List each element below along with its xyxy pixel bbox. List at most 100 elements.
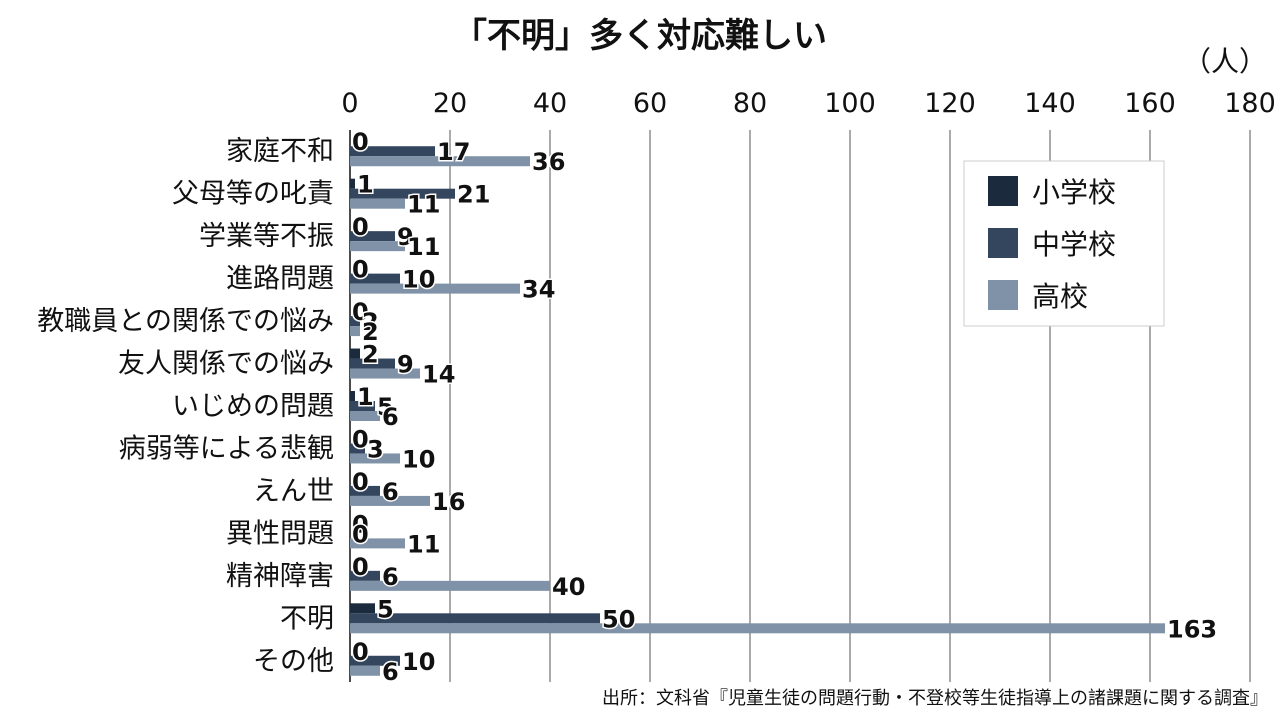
x-axis-ticks: 0 20 40 60 80 100 120 140 160 180: [341, 88, 1275, 119]
data-label: 2: [362, 318, 379, 346]
category-label: いじめの問題: [172, 391, 334, 422]
data-label: 5: [377, 595, 394, 623]
bar: [350, 188, 455, 199]
bar: [350, 241, 405, 252]
bar: [350, 198, 405, 209]
category-label: えん世: [253, 476, 334, 507]
data-label: 0: [352, 638, 369, 666]
x-tick-label: 20: [433, 88, 467, 119]
bar: [350, 623, 1165, 634]
data-label: 0: [352, 510, 369, 538]
bar: [350, 316, 360, 327]
bar: [350, 146, 435, 157]
data-label: 0: [352, 468, 369, 496]
data-label: 10: [402, 266, 435, 294]
data-label: 5: [377, 393, 394, 421]
x-tick-label: 40: [533, 88, 567, 119]
source-note: 出所：文科省『児童生徒の問題行動・不登校等生徒指導上の諸課題に関する調査』: [602, 688, 1268, 709]
category-label: 異性問題: [226, 518, 334, 549]
data-label: 6: [382, 403, 399, 431]
bar: [350, 401, 375, 411]
bars: [350, 146, 1165, 676]
data-label: 34: [522, 276, 555, 304]
data-label: 2: [362, 341, 379, 369]
bar: [350, 495, 430, 506]
bar: [350, 603, 375, 614]
data-label: 0: [352, 128, 369, 156]
data-label: 0: [352, 298, 369, 326]
x-tick-label: 80: [733, 88, 767, 119]
data-label: 1: [357, 383, 374, 411]
bar: [350, 613, 600, 624]
x-tick-label: 180: [1224, 88, 1276, 119]
bar: [350, 453, 400, 464]
data-label: 11: [407, 191, 440, 219]
data-label: 10: [402, 648, 435, 676]
bar: [350, 368, 420, 379]
data-label: 16: [432, 488, 465, 516]
bar: [350, 348, 360, 359]
data-label: 0: [352, 425, 369, 453]
category-label: その他: [253, 646, 334, 677]
bar: [350, 391, 355, 401]
bar: [350, 156, 530, 167]
legend-swatch: [988, 228, 1018, 258]
legend-label: 高校: [1032, 280, 1088, 313]
bar: [350, 326, 360, 337]
gridlines: [349, 130, 1251, 682]
data-label: 10: [402, 445, 435, 473]
data-label: 11: [407, 530, 440, 558]
chart-title: 「不明」多く対応難しい: [453, 16, 827, 56]
data-label: 3: [367, 435, 384, 463]
data-label: 9: [397, 351, 414, 379]
data-label: 0: [352, 256, 369, 284]
bar: [350, 485, 380, 496]
bar: [350, 411, 380, 421]
legend-swatch: [988, 176, 1018, 206]
data-label: 21: [457, 181, 490, 209]
category-label: 進路問題: [226, 264, 334, 295]
category-label: 友人関係での悩み: [118, 349, 334, 380]
bar: [350, 178, 355, 189]
data-label: 0: [352, 553, 369, 581]
bar: [350, 580, 550, 591]
unit-label: （人）: [1183, 45, 1267, 78]
bar: [350, 655, 400, 666]
bar: [350, 538, 405, 549]
data-label: 6: [382, 478, 399, 506]
x-tick-label: 100: [824, 88, 876, 119]
data-label: 40: [552, 573, 585, 601]
x-tick-label: 0: [341, 88, 358, 119]
data-label: 0: [352, 213, 369, 241]
legend-label: 中学校: [1032, 228, 1116, 261]
category-label: 父母等の叱責: [172, 179, 334, 210]
data-label: 50: [602, 605, 635, 633]
data-label: 11: [407, 233, 440, 261]
category-label: 精神障害: [226, 561, 334, 592]
category-label: 不明: [280, 603, 334, 634]
bar: [350, 665, 380, 676]
legend-swatch: [988, 280, 1018, 310]
data-label: 2: [362, 308, 379, 336]
x-tick-label: 160: [1124, 88, 1176, 119]
category-labels: 家庭不和父母等の叱責学業等不振進路問題教職員との関係での悩み友人関係での悩みいじ…: [37, 136, 334, 677]
data-label: 9: [397, 223, 414, 251]
category-label: 教職員との関係での悩み: [37, 306, 334, 337]
data-label: 36: [532, 148, 565, 176]
data-label: 163: [1167, 615, 1217, 643]
data-label: 6: [382, 563, 399, 591]
bar: [350, 231, 395, 242]
x-tick-label: 60: [633, 88, 667, 119]
data-label: 1: [357, 171, 374, 199]
bar: [350, 358, 395, 369]
x-tick-label: 120: [924, 88, 976, 119]
data-label: 17: [437, 138, 470, 166]
category-label: 学業等不振: [199, 221, 334, 252]
bar: [350, 570, 380, 581]
x-tick-label: 140: [1024, 88, 1076, 119]
bar: [350, 443, 365, 454]
bar: [350, 283, 520, 294]
